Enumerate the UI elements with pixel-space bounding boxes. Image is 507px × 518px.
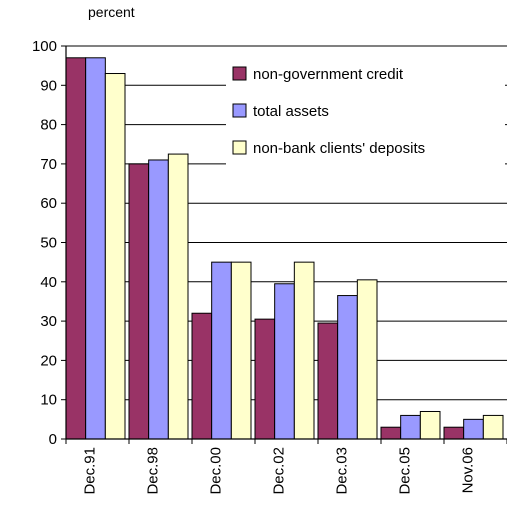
- bar: [167, 153, 189, 440]
- legend-label: total assets: [253, 103, 329, 120]
- bar: [128, 163, 150, 440]
- x-category-label: Dec.00: [208, 447, 225, 495]
- bar: [148, 159, 169, 440]
- y-tick-label: 50: [40, 235, 57, 252]
- bar: [230, 261, 252, 440]
- bar: [356, 279, 378, 440]
- legend-label: non-government credit: [253, 66, 404, 83]
- bar: [419, 410, 441, 440]
- bar: [337, 295, 358, 440]
- y-tick-labels: 0 10 20 30 40 50 60 70 80 90 100: [32, 38, 57, 448]
- y-tick-label: 40: [40, 274, 57, 291]
- y-tick-label: 70: [40, 156, 57, 173]
- y-tick-label: 10: [40, 392, 57, 409]
- bar: [317, 322, 339, 440]
- bar: [211, 261, 232, 440]
- bar: [380, 426, 402, 440]
- legend: non-government credit total assets non-ban…: [226, 58, 505, 166]
- bar: [463, 418, 484, 440]
- x-category-label: Dec.05: [397, 447, 414, 495]
- bar: [482, 414, 504, 440]
- bar: [65, 57, 87, 440]
- legend-swatch: [232, 140, 247, 155]
- y-tick-label: 0: [49, 431, 57, 448]
- bar: [104, 73, 126, 440]
- bar: [443, 426, 465, 440]
- bar: [293, 261, 315, 440]
- bar: [191, 312, 213, 440]
- y-tick-label: 90: [40, 77, 57, 94]
- legend-label: non-bank clients' deposits: [253, 140, 425, 157]
- x-category-label: Dec.02: [271, 447, 288, 495]
- bar: [254, 318, 276, 440]
- y-tick-label: 30: [40, 313, 57, 330]
- bar: [274, 283, 295, 440]
- legend-swatch: [232, 103, 247, 118]
- unit-label: percent: [88, 4, 135, 20]
- bar: [400, 414, 421, 440]
- x-category-labels: Dec.91 Dec.98 Dec.00 Dec.02 Dec.03 Dec.05 Nov.…: [82, 447, 477, 495]
- x-category-label: Dec.91: [82, 447, 99, 495]
- x-category-label: Nov.06: [460, 447, 477, 493]
- y-tick-label: 80: [40, 117, 57, 134]
- y-tick-label: 100: [32, 38, 57, 55]
- bars: [65, 57, 504, 440]
- y-tick-label: 20: [40, 352, 57, 369]
- legend-swatch: [232, 66, 247, 81]
- y-tick-label: 60: [40, 195, 57, 212]
- x-category-label: Dec.98: [145, 447, 162, 495]
- x-category-label: Dec.03: [334, 447, 351, 495]
- bar: [85, 57, 106, 440]
- axes: [61, 45, 507, 444]
- legend-background: [226, 58, 505, 166]
